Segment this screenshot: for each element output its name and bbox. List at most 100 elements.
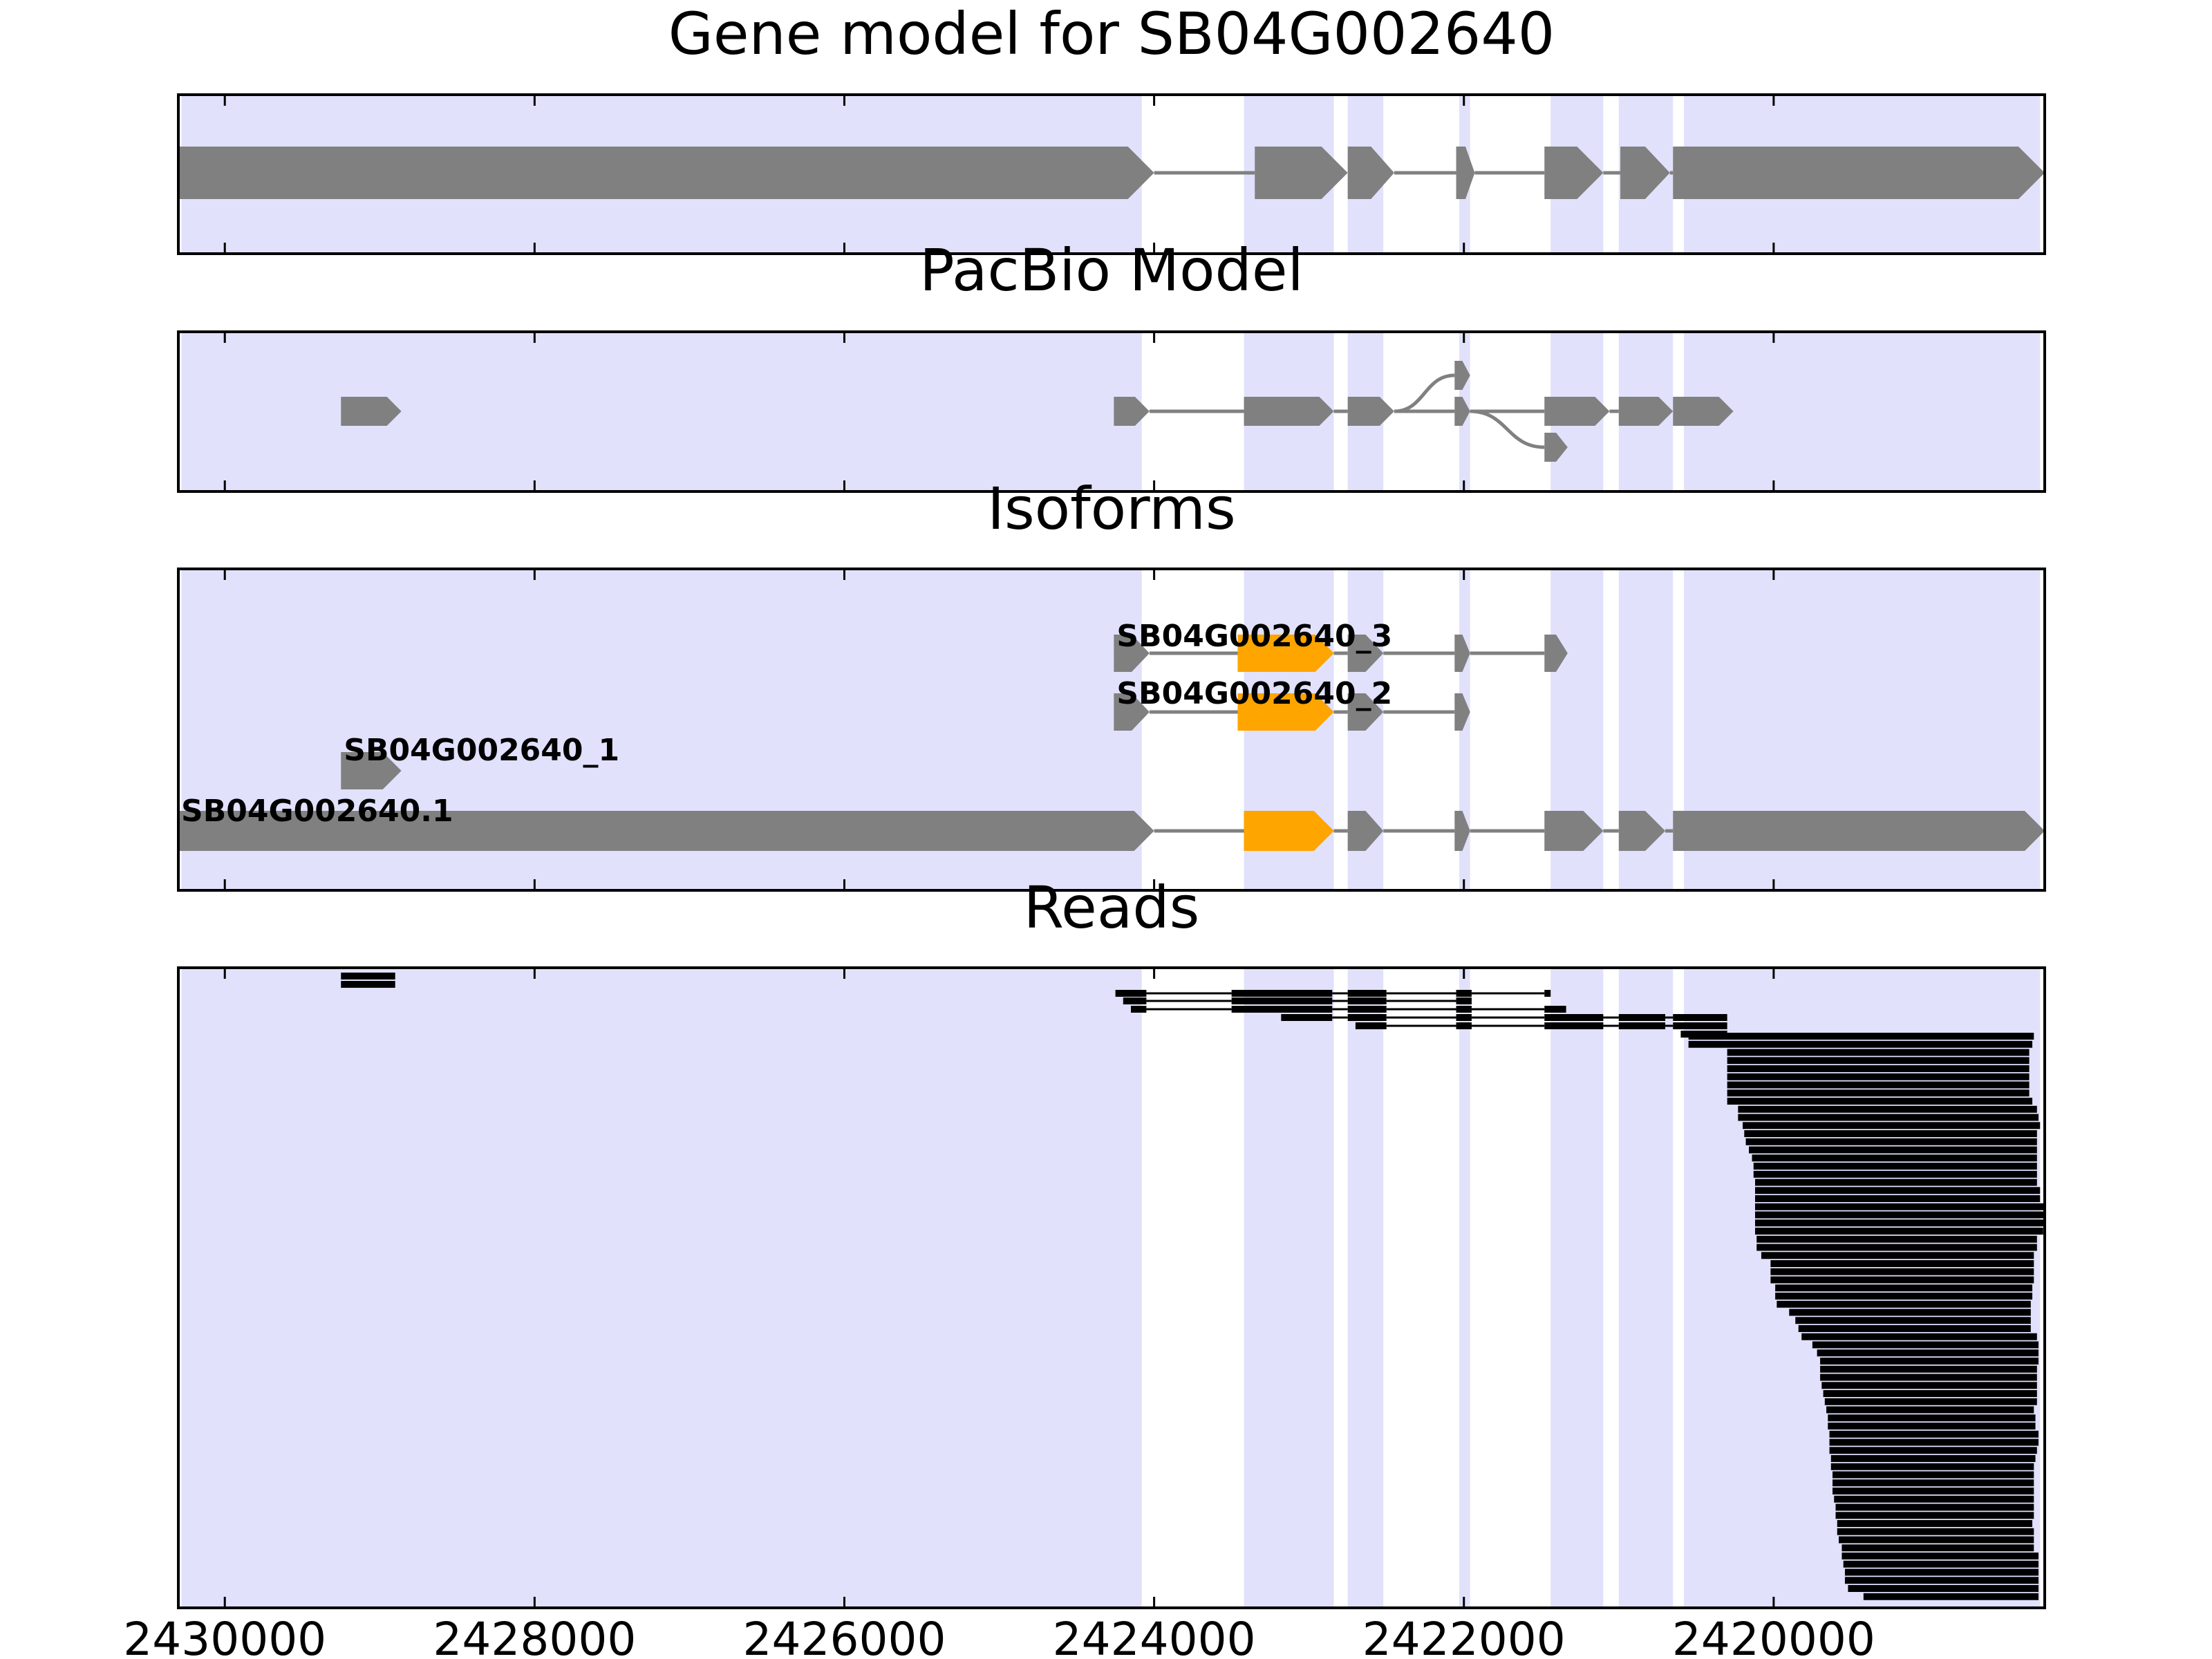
read-block xyxy=(1789,1309,2031,1316)
read-block xyxy=(1829,1438,2039,1446)
read-block xyxy=(1820,1374,2037,1381)
read-block xyxy=(1456,990,1472,997)
cds-block xyxy=(1237,693,1334,731)
read-block xyxy=(1829,1447,2037,1454)
read-block xyxy=(1745,1138,2037,1145)
exon-block xyxy=(1114,635,1150,672)
exon-node xyxy=(1673,397,1734,426)
read-block xyxy=(1753,1170,2037,1178)
exon-block xyxy=(178,147,1154,199)
highlight-region xyxy=(1618,968,1674,1608)
read-block xyxy=(1834,1495,2034,1503)
exon-block xyxy=(178,811,1154,851)
read-block xyxy=(1544,1006,1566,1013)
read-block xyxy=(1456,1022,1472,1029)
axes-frame xyxy=(177,966,2046,1609)
exon-block xyxy=(1544,635,1568,672)
read-block xyxy=(1754,1219,2045,1227)
read-block xyxy=(1841,1553,2039,1559)
read-block xyxy=(1841,1544,2034,1552)
read-block xyxy=(1863,1593,2039,1600)
read-block xyxy=(1830,1455,2036,1462)
exon-node xyxy=(1114,397,1150,426)
read-block xyxy=(1544,1014,1604,1021)
exon-node xyxy=(341,397,402,426)
isoform-label: SB04G002640_1 xyxy=(344,733,619,768)
read-block xyxy=(1231,1006,1333,1013)
read-block xyxy=(1829,1430,2039,1438)
read-block xyxy=(1131,1006,1147,1013)
exon-block xyxy=(1454,693,1470,731)
cds-block xyxy=(1244,811,1334,851)
read-block xyxy=(1727,1098,2033,1105)
read-block xyxy=(1738,1105,2037,1113)
read-block xyxy=(1837,1528,2034,1535)
read-block xyxy=(1115,990,1147,997)
read-block xyxy=(1456,997,1472,1004)
read-block xyxy=(1754,1195,2041,1202)
exon-block xyxy=(1673,147,2045,199)
read-block xyxy=(1844,1568,2039,1576)
read-block xyxy=(1738,1114,2039,1121)
exon-node xyxy=(1454,397,1470,426)
read-block xyxy=(1281,1014,1333,1021)
read-block xyxy=(1777,1300,2031,1308)
read-block xyxy=(1833,1479,2034,1487)
read-block xyxy=(1456,1014,1472,1021)
read-block xyxy=(1828,1414,2036,1422)
read-block xyxy=(1756,1244,2037,1251)
exon-block xyxy=(1456,147,1475,199)
read-block xyxy=(1770,1268,2034,1275)
read-block xyxy=(1843,1560,2039,1568)
read-block xyxy=(1823,1390,2037,1397)
exon-node xyxy=(1544,397,1610,426)
read-block xyxy=(1838,1536,2034,1544)
x-tick-label: 2422000 xyxy=(1362,1613,1566,1659)
highlight-region xyxy=(1550,968,1604,1608)
read-block xyxy=(1844,1577,2039,1584)
read-block xyxy=(1743,1122,2041,1130)
exon-block xyxy=(1347,811,1384,851)
x-tick-label: 2428000 xyxy=(433,1613,636,1659)
read-block xyxy=(1826,1406,2034,1414)
read-block xyxy=(1833,1488,2034,1494)
read-block xyxy=(1775,1284,2033,1292)
exon-node xyxy=(1454,361,1470,390)
exon-node xyxy=(1347,397,1394,426)
read-block xyxy=(1673,1014,1727,1021)
isoform-label: SB04G002640.1 xyxy=(181,794,453,829)
exon-block xyxy=(1255,147,1348,199)
panel-3: Isoforms SB04G002640_3 SB04G002640_2 SB04G0… xyxy=(177,475,2046,892)
x-tick-label: 2426000 xyxy=(743,1613,946,1659)
panel-4: Reads 2430000 2428000 2426000 2424000 2422000… xyxy=(123,874,2046,1659)
read-block xyxy=(1231,990,1333,997)
axes-frame xyxy=(177,568,2046,892)
exon-block xyxy=(1114,693,1150,731)
exon-block xyxy=(1544,811,1604,851)
x-tick-label: 2430000 xyxy=(123,1613,326,1659)
read-block xyxy=(1727,1081,2030,1089)
read-block xyxy=(1347,990,1387,997)
read-block xyxy=(1347,997,1387,1004)
read-block xyxy=(1347,1014,1387,1021)
read-block xyxy=(1812,1341,2039,1349)
read-block xyxy=(1754,1211,2045,1219)
highlight-region xyxy=(181,332,1142,491)
read-block xyxy=(1618,1022,1666,1029)
read-block xyxy=(1835,1512,2034,1519)
read-block xyxy=(1355,1022,1387,1029)
read-block xyxy=(1770,1276,2034,1284)
read-block xyxy=(1754,1228,2043,1235)
cds-block xyxy=(1237,635,1334,672)
read-block xyxy=(1727,1073,2030,1080)
read-block xyxy=(1347,1006,1387,1013)
panel-1: Gene model for SB04G002640 xyxy=(177,0,2046,255)
read-block xyxy=(1754,1203,2045,1210)
splice-edge xyxy=(1470,409,1545,449)
read-block xyxy=(1231,997,1333,1004)
panel-title: Reads xyxy=(1024,874,1200,941)
exon-node xyxy=(1244,397,1334,426)
isoform-label: SB04G002640_3 xyxy=(1116,619,1392,654)
read-block xyxy=(1761,1252,2034,1259)
read-block xyxy=(1744,1130,2037,1137)
